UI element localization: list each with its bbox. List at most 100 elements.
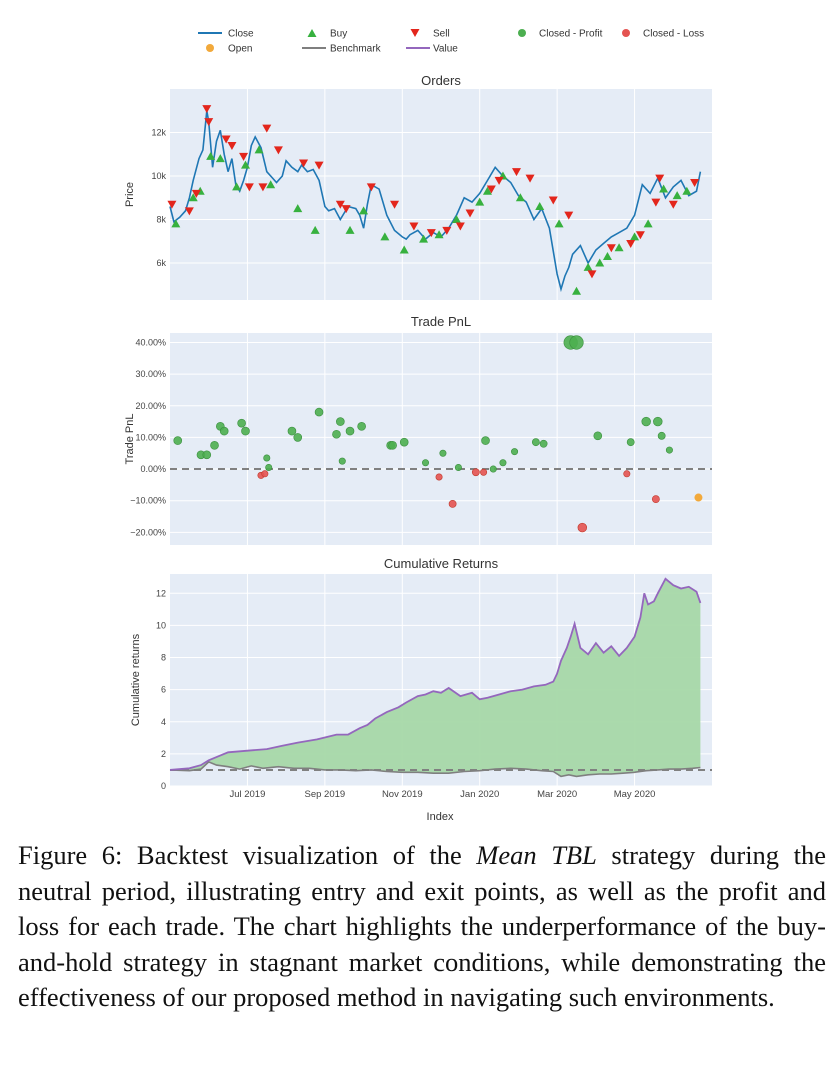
sell-marker — [167, 200, 177, 209]
buy-marker — [419, 234, 429, 243]
y-tick-label: 40.00% — [135, 337, 166, 347]
buy-marker — [602, 251, 612, 260]
sell-marker — [314, 161, 324, 170]
y-tick-label: 2 — [161, 749, 166, 759]
legend-buy[interactable]: Buy — [307, 29, 348, 40]
closed-profit-point — [569, 335, 584, 350]
buy-marker — [482, 186, 492, 195]
buy-marker — [682, 186, 692, 195]
buy-marker — [672, 191, 682, 200]
closed-loss-point — [435, 473, 443, 481]
closed-profit-point — [481, 436, 490, 445]
y-axis-label: Cumulative returns — [130, 633, 142, 726]
buy-marker — [380, 232, 390, 241]
sell-marker — [651, 198, 661, 207]
closed-profit-point — [489, 465, 497, 473]
legend-open[interactable]: Open — [206, 44, 252, 55]
legend: Close Buy Sell Closed - Profit Closed - … — [198, 29, 704, 55]
buy-marker — [451, 215, 461, 224]
y-tick-label: 12 — [156, 588, 166, 598]
y-tick-label: 10.00% — [135, 432, 166, 442]
buy-marker — [345, 225, 355, 234]
closed-loss-point — [480, 468, 488, 476]
sell-marker — [486, 185, 496, 194]
buy-marker — [535, 201, 545, 210]
closed-profit-point — [293, 433, 303, 442]
closed-profit-point — [173, 436, 183, 445]
plot-area — [170, 333, 712, 545]
caption-suffix: strategy during the neutral period, illu… — [18, 840, 826, 1012]
sell-marker — [341, 205, 351, 214]
buy-marker — [583, 262, 593, 271]
y-tick-label: 0 — [161, 781, 166, 791]
closed-profit-point — [626, 438, 635, 447]
closed-profit-point — [657, 431, 666, 440]
benchmark-line — [169, 760, 701, 778]
buy-marker — [399, 245, 409, 254]
value-fill-area — [170, 578, 701, 777]
y-tick-label: 30.00% — [135, 369, 166, 379]
legend-value[interactable]: Value — [406, 44, 458, 55]
y-axis-label: Trade PnL — [124, 414, 136, 465]
sell-marker — [587, 270, 597, 279]
x-tick-label: Nov 2019 — [382, 789, 423, 800]
legend-close-label: Close — [228, 29, 254, 40]
y-tick-label: 4 — [161, 717, 166, 727]
buy-marker — [359, 206, 369, 215]
sell-marker — [390, 200, 400, 209]
x-tick-label: Jan 2020 — [460, 789, 499, 800]
closed-profit-point — [287, 426, 297, 436]
sell-marker — [548, 196, 558, 205]
panel-trade-pnl: −20.00% −10.00% 0.00% 10.00% 20.00% 30.00% 40.… — [124, 314, 712, 545]
buy-marker — [188, 193, 198, 202]
sell-marker — [465, 209, 475, 218]
buy-marker — [206, 151, 216, 160]
legend-open-label: Open — [228, 44, 252, 55]
sell-marker — [244, 183, 254, 192]
closed-profit-point — [332, 429, 341, 439]
x-tick-label: Mar 2020 — [537, 789, 577, 800]
closed-profit-point — [511, 448, 519, 456]
buy-marker — [595, 258, 605, 267]
buy-marker — [232, 182, 242, 191]
sell-marker — [525, 174, 535, 183]
legend-closed-profit[interactable]: Closed - Profit — [518, 29, 603, 40]
closed-profit-point — [388, 441, 397, 450]
sell-marker — [204, 118, 214, 127]
closed-profit-point — [314, 407, 324, 417]
buy-marker — [254, 145, 264, 154]
closed-profit-point — [531, 438, 540, 447]
closed-profit-point — [265, 463, 273, 471]
closed-profit-point — [641, 416, 651, 427]
buy-marker — [266, 180, 276, 189]
legend-closed-loss[interactable]: Closed - Loss — [622, 29, 704, 40]
sell-marker — [426, 229, 436, 238]
buy-marker — [554, 219, 564, 228]
closed-profit-point — [237, 418, 246, 428]
closed-profit-point — [219, 426, 229, 436]
y-tick-label: 10k — [151, 171, 166, 181]
sell-marker — [455, 222, 465, 231]
value-line — [169, 577, 702, 771]
caption-prefix: Figure 6: Backtest visualization of the — [18, 840, 477, 870]
y-tick-label: −20.00% — [130, 527, 166, 537]
sell-marker — [655, 174, 665, 183]
legend-sell[interactable]: Sell — [410, 29, 450, 40]
closed-profit-point — [345, 426, 355, 436]
legend-close[interactable]: Close — [198, 29, 254, 40]
closed-profit-point — [653, 416, 663, 427]
buy-marker — [215, 154, 225, 163]
sell-marker — [221, 135, 231, 144]
closed-profit-point — [202, 450, 212, 460]
legend-closed-loss-label: Closed - Loss — [643, 29, 704, 40]
sell-marker — [239, 152, 249, 161]
buy-marker — [293, 204, 303, 213]
y-tick-label: 0.00% — [140, 464, 166, 474]
legend-closed-loss-swatch — [622, 29, 630, 37]
chart-title: Orders — [421, 73, 461, 88]
x-axis-label: Index — [427, 811, 454, 823]
y-tick-label: 20.00% — [135, 401, 166, 411]
x-tick-label: Jul 2019 — [229, 789, 265, 800]
legend-benchmark[interactable]: Benchmark — [302, 44, 382, 55]
open-position-point — [694, 493, 703, 502]
